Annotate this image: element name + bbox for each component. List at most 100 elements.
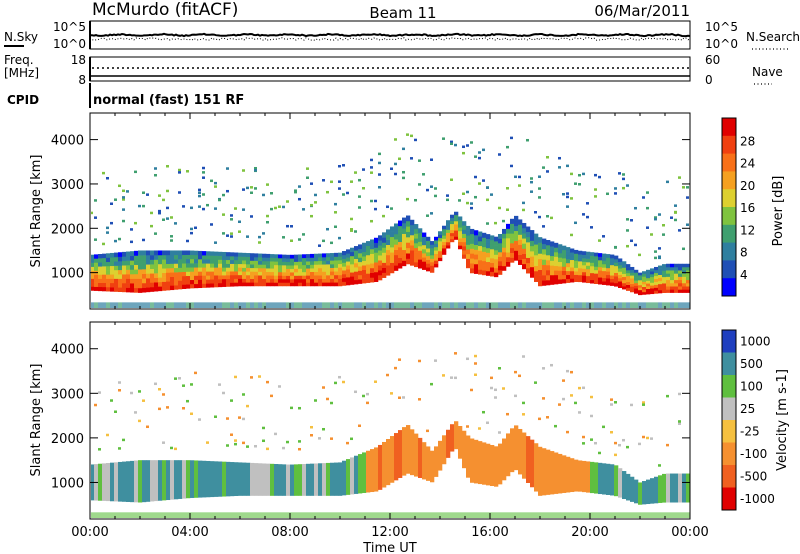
power-cell (110, 265, 115, 271)
power-cell (458, 241, 463, 246)
power-cell (474, 195, 477, 199)
power-cell (126, 302, 130, 308)
velocity-cell (286, 512, 290, 518)
power-cell (314, 257, 319, 262)
power-cell (202, 275, 207, 280)
power-cell (406, 242, 411, 249)
beam-title: Beam 11 (369, 4, 436, 22)
power-cell (282, 258, 287, 262)
power-cell (638, 282, 643, 286)
power-cell (94, 286, 99, 291)
power-cell (658, 213, 661, 216)
power-cell (270, 302, 274, 308)
power-cell (246, 235, 249, 238)
velocity-cell (678, 420, 681, 423)
power-cell (582, 251, 587, 255)
power-cell (542, 166, 545, 169)
power-cell (106, 253, 111, 258)
power-cell (186, 170, 189, 173)
power-cell (462, 254, 467, 259)
power-cell (642, 276, 647, 280)
power-cell (254, 187, 257, 190)
power-cell (390, 226, 395, 232)
noise-right-bottom: 10^0 (705, 37, 738, 51)
velocity-cell (262, 512, 266, 518)
power-cell (302, 261, 307, 266)
power-cell (326, 282, 331, 287)
power-cell (654, 269, 659, 274)
power-cell (178, 168, 181, 172)
power-cell (538, 258, 543, 265)
velocity-cell (110, 462, 115, 502)
power-cell (686, 282, 690, 287)
power-cell (130, 255, 135, 261)
power-cell (170, 239, 173, 242)
power-cell (666, 286, 671, 290)
velocity-cell (446, 512, 450, 518)
power-cell (510, 238, 515, 244)
power-cell (646, 280, 651, 284)
power-cell (130, 273, 135, 279)
power-cell (486, 302, 490, 308)
power-cell (590, 272, 595, 277)
power-cell (126, 251, 131, 257)
power-cell (222, 255, 227, 260)
power-cell (326, 260, 331, 265)
x-tick-label: 16:00 (471, 525, 508, 540)
power-cell (506, 242, 511, 248)
power-cell (122, 260, 127, 266)
power-cell (134, 221, 137, 225)
power-cell (454, 230, 459, 234)
power-cell (270, 254, 275, 258)
velocity-cell (322, 386, 325, 389)
power-cell (454, 227, 459, 231)
power-cell (350, 229, 353, 232)
power-cell (606, 267, 611, 272)
power-cell (450, 238, 455, 243)
power-cell (302, 278, 307, 283)
power-cell (446, 241, 451, 246)
power-cell (582, 275, 587, 280)
power-cell (134, 302, 138, 308)
velocity-cell (302, 464, 307, 496)
power-cell (662, 224, 665, 227)
velocity-colorbar-tick: 500 (740, 357, 763, 371)
power-cell (502, 219, 505, 223)
power-cell (322, 267, 327, 272)
velocity-cell (502, 512, 506, 518)
power-cell (418, 237, 423, 242)
power-cell (154, 167, 157, 170)
cpid-label: CPID (7, 93, 39, 107)
power-cell (430, 241, 435, 245)
power-cell (258, 253, 263, 258)
velocity-cell (378, 512, 382, 518)
power-cell (214, 271, 219, 276)
power-cell (582, 258, 587, 262)
power-cell (150, 259, 155, 265)
power-cell (682, 289, 687, 293)
velocity-cell (430, 450, 435, 483)
velocity-cell (614, 465, 619, 497)
velocity-cell (646, 512, 650, 518)
velocity-cell (610, 512, 614, 518)
power-cell (434, 240, 439, 244)
power-cell (582, 268, 587, 273)
velocity-cell (618, 443, 621, 447)
velocity-cell (646, 436, 649, 440)
velocity-cell (306, 463, 311, 496)
power-cell (142, 269, 147, 274)
velocity-cell (130, 460, 135, 503)
velocity-cell (310, 425, 313, 429)
power-cell (586, 302, 590, 308)
power-cell (566, 266, 571, 272)
power-cell (198, 263, 203, 268)
power-cell (170, 235, 173, 238)
velocity-cell (554, 452, 559, 494)
power-cell (470, 243, 475, 249)
power-cell (94, 302, 98, 308)
power-cell (130, 260, 135, 266)
velocity-cell (194, 512, 198, 518)
power-cell (550, 260, 555, 266)
power-cell (230, 263, 235, 268)
power-cell (390, 302, 394, 308)
